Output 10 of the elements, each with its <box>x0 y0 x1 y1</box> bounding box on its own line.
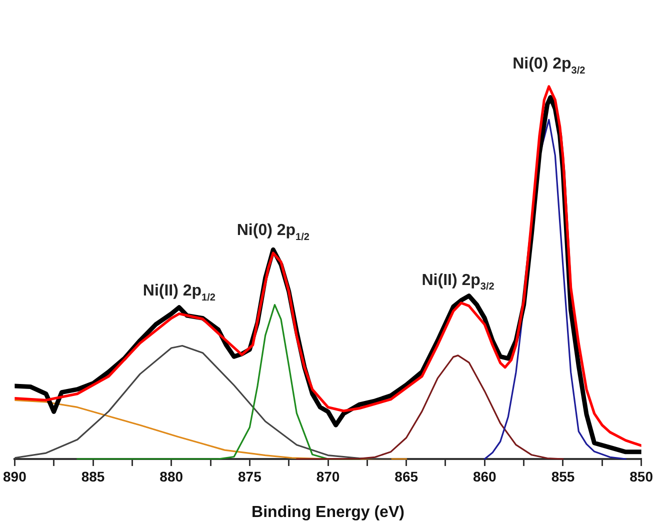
x-tick-label: 860 <box>472 468 497 484</box>
x-tick-label: 855 <box>551 468 575 484</box>
x-tick-label: 865 <box>394 468 418 484</box>
x-tick-label: 850 <box>630 468 654 484</box>
x-axis-title: Binding Energy (eV) <box>252 504 404 521</box>
x-tick-label: 885 <box>81 468 105 484</box>
x-tick-label: 890 <box>3 468 27 484</box>
x-tick-label: 870 <box>316 468 340 484</box>
x-tick-label: 880 <box>160 468 184 484</box>
x-tick-label: 875 <box>238 468 262 484</box>
